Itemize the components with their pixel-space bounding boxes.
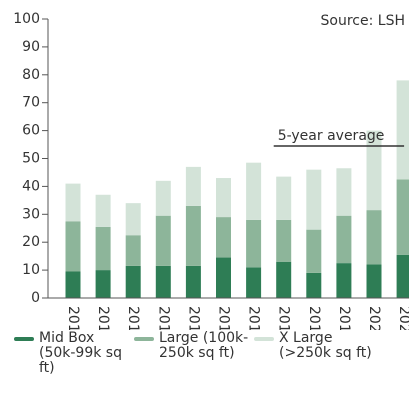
y-tick-label: 40 (22, 178, 40, 194)
bar-segment (276, 219, 292, 262)
bar-segment (155, 180, 171, 216)
legend-swatch (134, 337, 154, 341)
x-tick-label: 2017 (276, 306, 292, 330)
y-tick-label: 20 (22, 234, 40, 250)
bar-segment (216, 178, 231, 218)
x-tick-label: 2016 (246, 306, 262, 330)
x-tick-label: 2019 (336, 306, 352, 330)
annotation: 5-year average (278, 128, 385, 144)
bar-segment (366, 210, 382, 265)
x-tick-label: 2013 (155, 306, 171, 330)
y-tick-label: 70 (22, 95, 40, 111)
bar-segment (65, 183, 81, 222)
y-tick-label: 60 (22, 123, 40, 139)
legend-swatch (14, 337, 34, 341)
bar-segment (65, 271, 81, 298)
bar-segment (336, 263, 352, 298)
y-tick-label: 30 (22, 206, 40, 222)
bar-segment (216, 217, 231, 258)
bar-segment (95, 226, 111, 271)
bar-segment (396, 179, 409, 255)
legend-label: Large (100k-250k sq ft) (159, 330, 249, 361)
legend-label: X Large (>250k sq ft) (279, 330, 372, 361)
bar-segment (155, 265, 171, 298)
bar-segment (366, 130, 382, 211)
bar-segment (336, 168, 352, 216)
bar-segment (336, 215, 352, 264)
legend: Mid Box (50k-99k sq ft) Large (100k-250k … (14, 331, 409, 405)
bar-segment (185, 166, 201, 206)
bar-segment (246, 162, 262, 220)
bar-segment (306, 272, 322, 298)
y-tick-label: 0 (31, 290, 40, 306)
bar-segment (276, 176, 292, 220)
bar-segment (185, 265, 201, 298)
plot: Source: LSH 0 10 20 30 40 50 60 70 80 90 100 2010 20… (13, 11, 409, 330)
bar-segment (155, 215, 171, 266)
y-tick-label: 80 (22, 67, 40, 83)
legend-swatch (254, 337, 274, 341)
bar-segment (306, 229, 322, 273)
y-tick-label: 50 (22, 151, 40, 167)
bar-segment (125, 265, 141, 298)
bar-segment (246, 219, 262, 268)
bar-segment (95, 270, 111, 298)
x-tick-label: 2010 (65, 306, 81, 330)
bar-segment (185, 205, 201, 266)
bar-segment (125, 235, 141, 266)
bar-segment (396, 254, 409, 298)
x-tick-label: 2011 (95, 306, 111, 330)
bar-segment (306, 169, 322, 230)
source: Source: LSH (321, 13, 405, 29)
bar-segment (246, 267, 262, 298)
x-tick-label: 2018 (306, 306, 322, 330)
bar-segment (65, 221, 81, 272)
bar-segment (95, 194, 111, 227)
y-tick-label: 100 (13, 11, 40, 27)
bar-segment (125, 203, 141, 236)
bar-segment (276, 261, 292, 298)
x-tick-label: 2015 (216, 306, 232, 330)
bar-segment (396, 80, 409, 180)
x-tick-label: 2012 (125, 306, 141, 330)
x-tick-label: 2020 (366, 306, 382, 330)
x-tick-label: 2014 (185, 306, 201, 330)
legend-label: Mid Box (50k-99k sq ft) (39, 330, 122, 376)
x-tick-label: 2021 (396, 306, 409, 330)
y-tick-label: 90 (22, 39, 40, 55)
bar-segment (366, 264, 382, 298)
bar-segment (216, 257, 231, 298)
y-tick-label: 10 (22, 262, 40, 278)
